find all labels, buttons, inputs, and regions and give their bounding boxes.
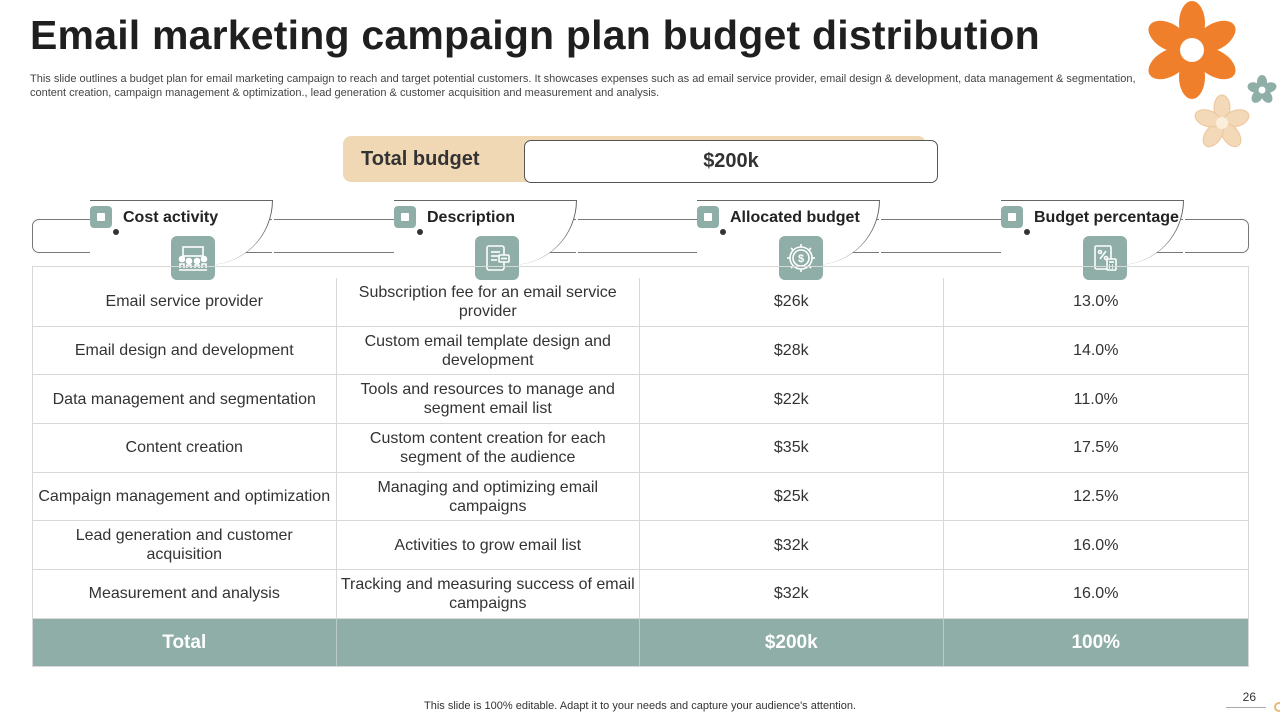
budget-percentage-cell: 12.5%: [1073, 488, 1119, 506]
budget-table: Email service provider Subscription fee …: [32, 266, 1249, 667]
cost-activity-cell: Lead generation and customer acquisition: [33, 521, 337, 570]
cost-activity-cell: Data management and segmentation: [33, 375, 337, 424]
description-cell: Activities to grow email list: [337, 521, 640, 570]
description-cell: Managing and optimizing email campaigns: [337, 472, 640, 521]
calculator-percent-icon: [1083, 236, 1127, 280]
allocated-budget-cell: $35k: [640, 424, 944, 472]
dollar-target-icon: $: [779, 236, 823, 280]
allocated-budget-cell: $22k: [640, 375, 944, 424]
allocated-budget-cell: $32k: [640, 521, 944, 570]
header-marker-icon: [394, 206, 416, 228]
total-row: Total $200k 100%: [33, 618, 1248, 666]
header-marker-icon: [1001, 206, 1023, 228]
cost-activity-cell: Email design and development: [33, 326, 337, 375]
description-cell: Subscription fee for an email service pr…: [337, 278, 640, 326]
total-label-cell: Total: [33, 618, 337, 666]
meeting-people-icon: [171, 236, 215, 280]
page-number-rule: [1226, 707, 1266, 708]
total-allocated-cell: $200k: [640, 618, 944, 666]
connector-dot: [113, 229, 119, 235]
table-row: Data management and segmentation Tools a…: [33, 375, 1248, 425]
cost-activity-cell: Email service provider: [33, 278, 337, 326]
budget-percentage-cell: 17.5%: [1073, 439, 1119, 457]
budget-percentage-cell: 16.0%: [1073, 536, 1119, 554]
allocated-budget-cell: $26k: [640, 278, 944, 326]
total-budget-label: Total budget: [361, 148, 480, 170]
description-cell: Tools and resources to manage and segmen…: [337, 375, 640, 424]
cost-activity-cell: Content creation: [33, 424, 337, 472]
table-row: Email design and development Custom emai…: [33, 326, 1248, 376]
table-row: Email service provider Subscription fee …: [33, 278, 1248, 327]
connector-dot: [417, 229, 423, 235]
document-chat-icon: [475, 236, 519, 280]
page-subtitle: This slide outlines a budget plan for em…: [30, 73, 1136, 99]
budget-percentage-cell: 13.0%: [1073, 293, 1119, 311]
cost-activity-cell: Measurement and analysis: [33, 570, 337, 618]
table-row: Campaign management and optimization Man…: [33, 472, 1248, 522]
table-row: Content creation Custom content creation…: [33, 424, 1248, 473]
column-header-budget-percentage: Budget percentage: [1034, 209, 1179, 226]
connector-dot: [1024, 229, 1030, 235]
svg-text:$: $: [798, 253, 804, 265]
description-cell: Tracking and measuring success of email …: [337, 570, 640, 618]
total-description-cell: [337, 618, 640, 666]
column-header-allocated-budget: Allocated budget: [730, 209, 860, 226]
header-marker-icon: [697, 206, 719, 228]
total-percentage-cell: 100%: [1071, 631, 1121, 653]
allocated-budget-cell: $32k: [640, 570, 944, 618]
description-cell: Custom content creation for each segment…: [337, 424, 640, 472]
budget-percentage-cell: 16.0%: [1073, 585, 1119, 603]
footer-note: This slide is 100% editable. Adapt it to…: [424, 700, 856, 712]
column-header-description: Description: [427, 209, 516, 226]
page-title: Email marketing campaign plan budget dis…: [30, 12, 1040, 58]
table-row: Measurement and analysis Tracking and me…: [33, 570, 1248, 619]
cost-activity-cell: Campaign management and optimization: [33, 472, 337, 521]
description-cell: Custom email template design and develop…: [337, 326, 640, 375]
flower-decoration-icon: [1148, 1, 1277, 148]
allocated-budget-cell: $28k: [640, 326, 944, 375]
column-header-cost-activity: Cost activity: [123, 209, 219, 226]
budget-percentage-cell: 14.0%: [1073, 342, 1119, 360]
connector-dot: [720, 229, 726, 235]
page-circle-icon: [1274, 702, 1280, 712]
table-row: Lead generation and customer acquisition…: [33, 521, 1248, 571]
total-budget-value: $200k: [524, 140, 938, 183]
page-number: 26: [1242, 690, 1256, 704]
allocated-budget-cell: $25k: [640, 472, 944, 521]
budget-percentage-cell: 11.0%: [1073, 390, 1118, 408]
header-marker-icon: [90, 206, 112, 228]
